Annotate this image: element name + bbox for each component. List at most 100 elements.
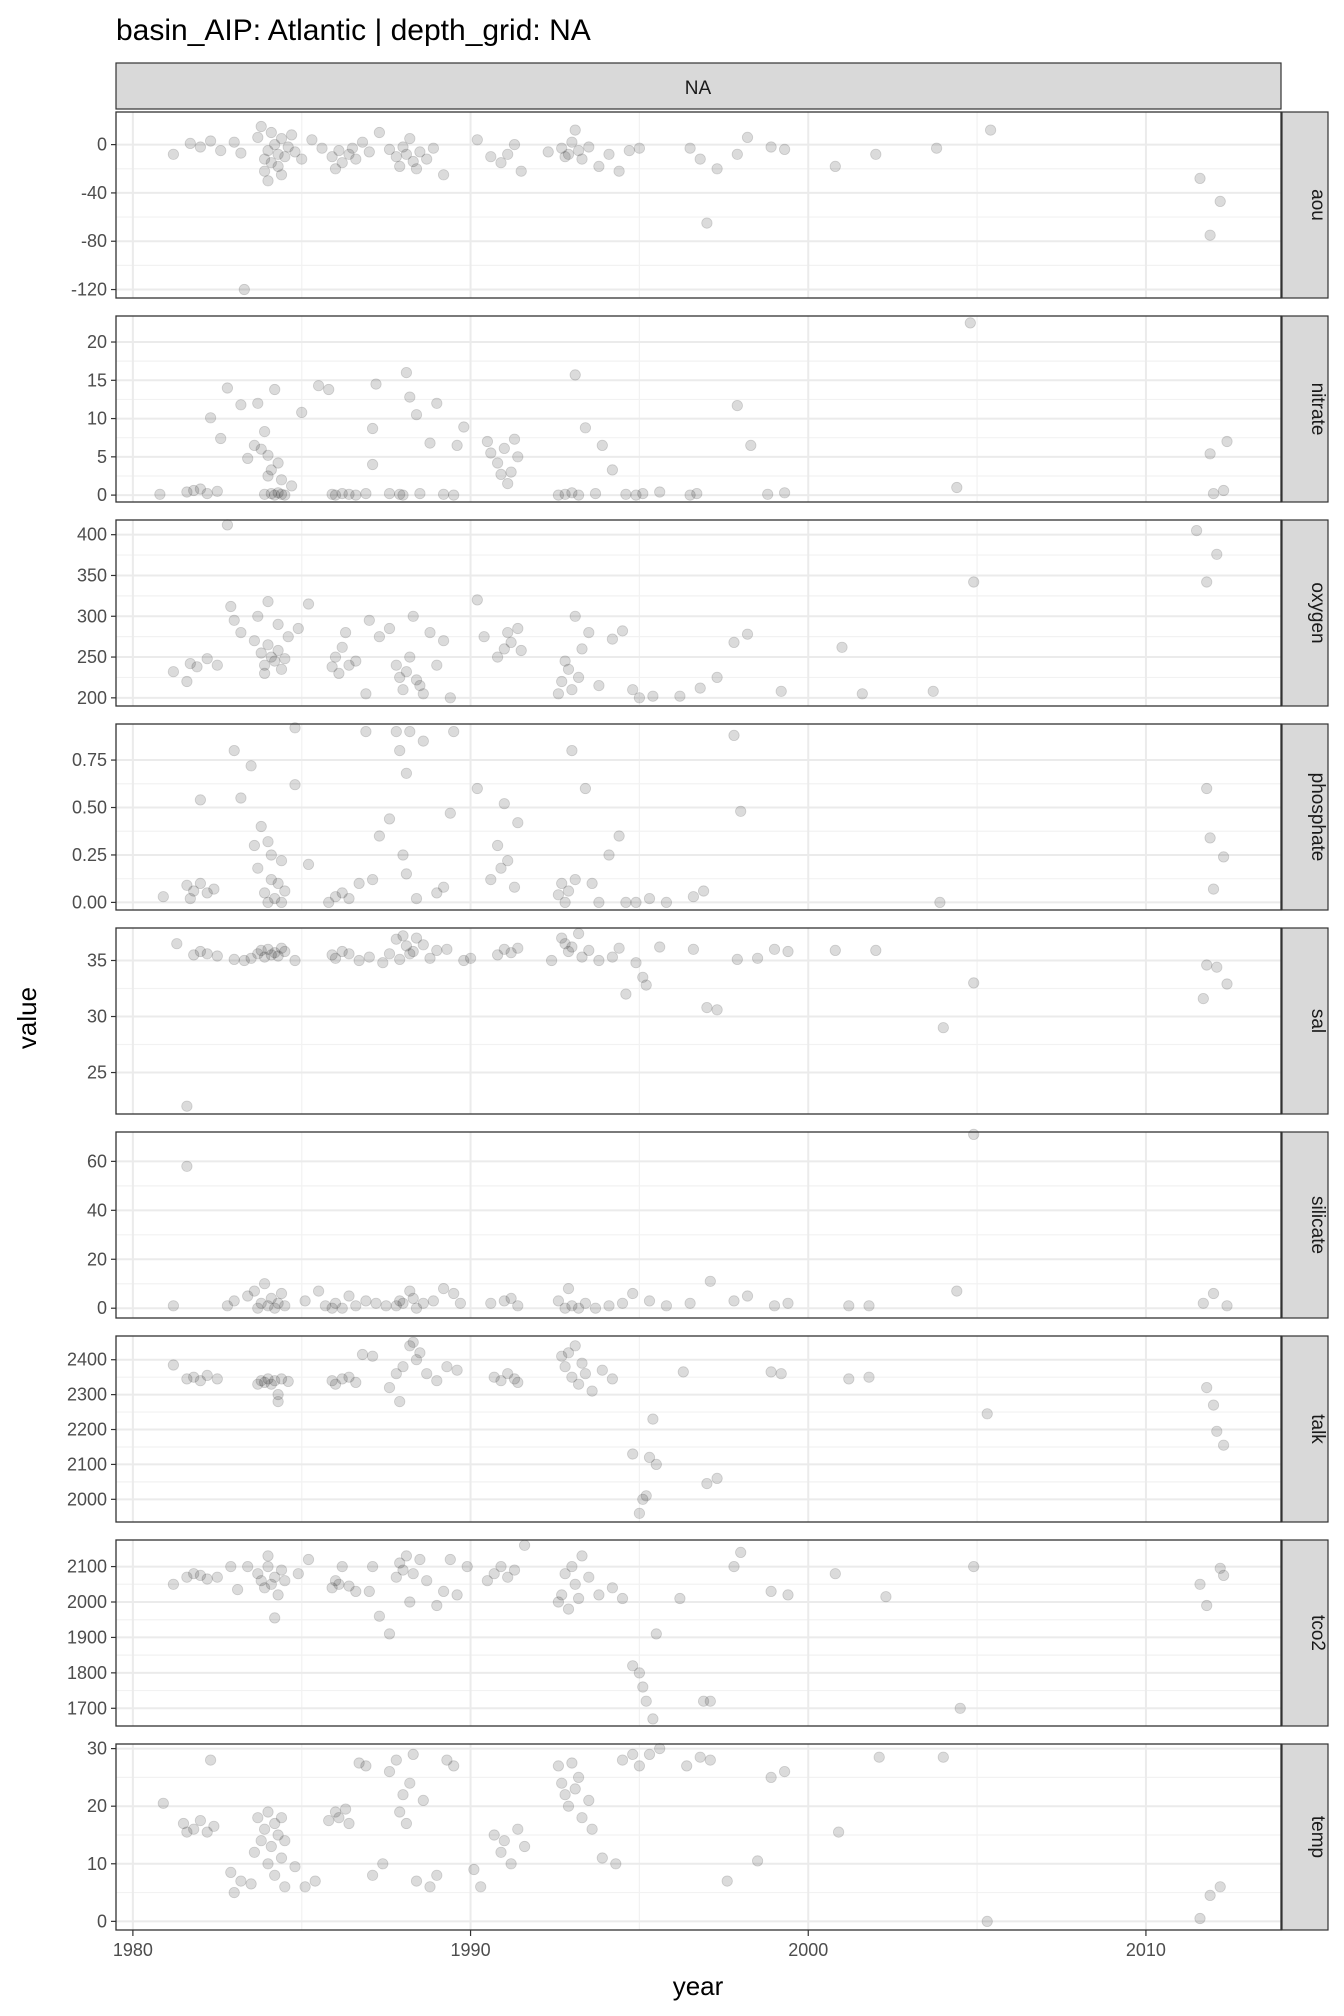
data-point (589, 1302, 602, 1314)
data-point (1204, 229, 1216, 241)
data-point (566, 1300, 578, 1312)
data-point (1194, 1578, 1206, 1590)
data-point (984, 124, 997, 136)
x-tick-label: 2010 (1126, 1940, 1166, 1960)
data-point (562, 148, 575, 160)
data-point (336, 641, 348, 653)
data-point (562, 1283, 575, 1295)
data-point (309, 1875, 321, 1887)
data-point (269, 1302, 281, 1314)
data-point (289, 722, 301, 734)
data-point (279, 885, 291, 897)
data-point (583, 141, 595, 153)
data-point (245, 1878, 257, 1890)
panel-border (115, 111, 1282, 299)
data-point (424, 626, 436, 639)
data-point (1218, 1439, 1230, 1451)
data-point (400, 148, 412, 160)
data-point (248, 1285, 260, 1297)
data-point (572, 1771, 585, 1784)
data-point (370, 1297, 382, 1309)
data-point (586, 877, 598, 890)
data-point (498, 798, 510, 810)
data-point (380, 1300, 392, 1312)
data-point (640, 1695, 652, 1707)
data-point (360, 725, 372, 738)
data-point (205, 135, 217, 147)
data-point (188, 949, 200, 961)
data-point (829, 160, 841, 172)
data-point (397, 930, 409, 942)
data-point (512, 1823, 524, 1835)
data-point (285, 129, 298, 141)
data-point (238, 283, 250, 296)
panel-background (116, 724, 1281, 910)
data-point (660, 896, 673, 909)
data-point (569, 610, 581, 622)
data-point (323, 383, 335, 396)
data-point (518, 1539, 531, 1551)
data-point (552, 489, 565, 501)
data-point (458, 421, 470, 433)
data-point (731, 148, 743, 160)
data-point (495, 1375, 507, 1387)
data-point (410, 892, 423, 905)
data-point (390, 659, 402, 671)
data-point (201, 1826, 213, 1838)
data-point (302, 1553, 315, 1566)
data-point (1211, 1425, 1223, 1437)
data-point (647, 1713, 659, 1725)
data-point (255, 820, 267, 833)
data-point (569, 369, 581, 381)
data-point (275, 474, 288, 486)
data-point (623, 145, 635, 157)
data-point (620, 488, 632, 500)
data-point (194, 877, 206, 890)
data-point (390, 1754, 402, 1766)
data-point (495, 1846, 507, 1858)
data-point (211, 485, 223, 497)
data-point (191, 661, 203, 673)
data-point (329, 1297, 342, 1309)
data-point (252, 862, 264, 874)
data-point (768, 1300, 781, 1312)
data-point (383, 813, 396, 825)
y-tick-label: 10 (87, 409, 107, 429)
data-point (643, 892, 656, 905)
data-point (167, 666, 179, 678)
data-point (444, 807, 456, 819)
data-point (579, 422, 592, 434)
data-point (366, 1350, 379, 1362)
data-point (211, 1571, 223, 1583)
y-tick-label: 2100 (67, 1557, 107, 1577)
data-point (606, 633, 619, 645)
data-point (728, 1561, 740, 1573)
data-point (491, 457, 504, 469)
y-tick-label: -40 (81, 183, 107, 203)
y-tick-label: 2100 (67, 1454, 107, 1474)
data-point (282, 141, 294, 153)
data-point (414, 487, 426, 500)
data-point (512, 451, 524, 463)
data-point (157, 1797, 169, 1809)
data-point (407, 1292, 419, 1305)
data-point (566, 1371, 578, 1383)
data-point (485, 447, 497, 459)
data-point (326, 1582, 338, 1594)
data-point (343, 1290, 355, 1302)
data-point (556, 1350, 568, 1362)
data-point (343, 948, 355, 960)
data-point (221, 519, 233, 531)
data-point (566, 744, 578, 757)
y-tick-label: 200 (77, 688, 107, 708)
data-point (505, 947, 517, 959)
data-point (829, 1568, 841, 1580)
data-point (1207, 487, 1220, 500)
data-point (299, 1295, 311, 1307)
data-point (326, 1302, 338, 1314)
data-point (559, 896, 571, 909)
data-point (366, 458, 379, 471)
data-point (265, 126, 277, 139)
x-axis: 1980 1990 2000 2010 (113, 1930, 1166, 1960)
column-strip-label: NA (685, 78, 712, 99)
